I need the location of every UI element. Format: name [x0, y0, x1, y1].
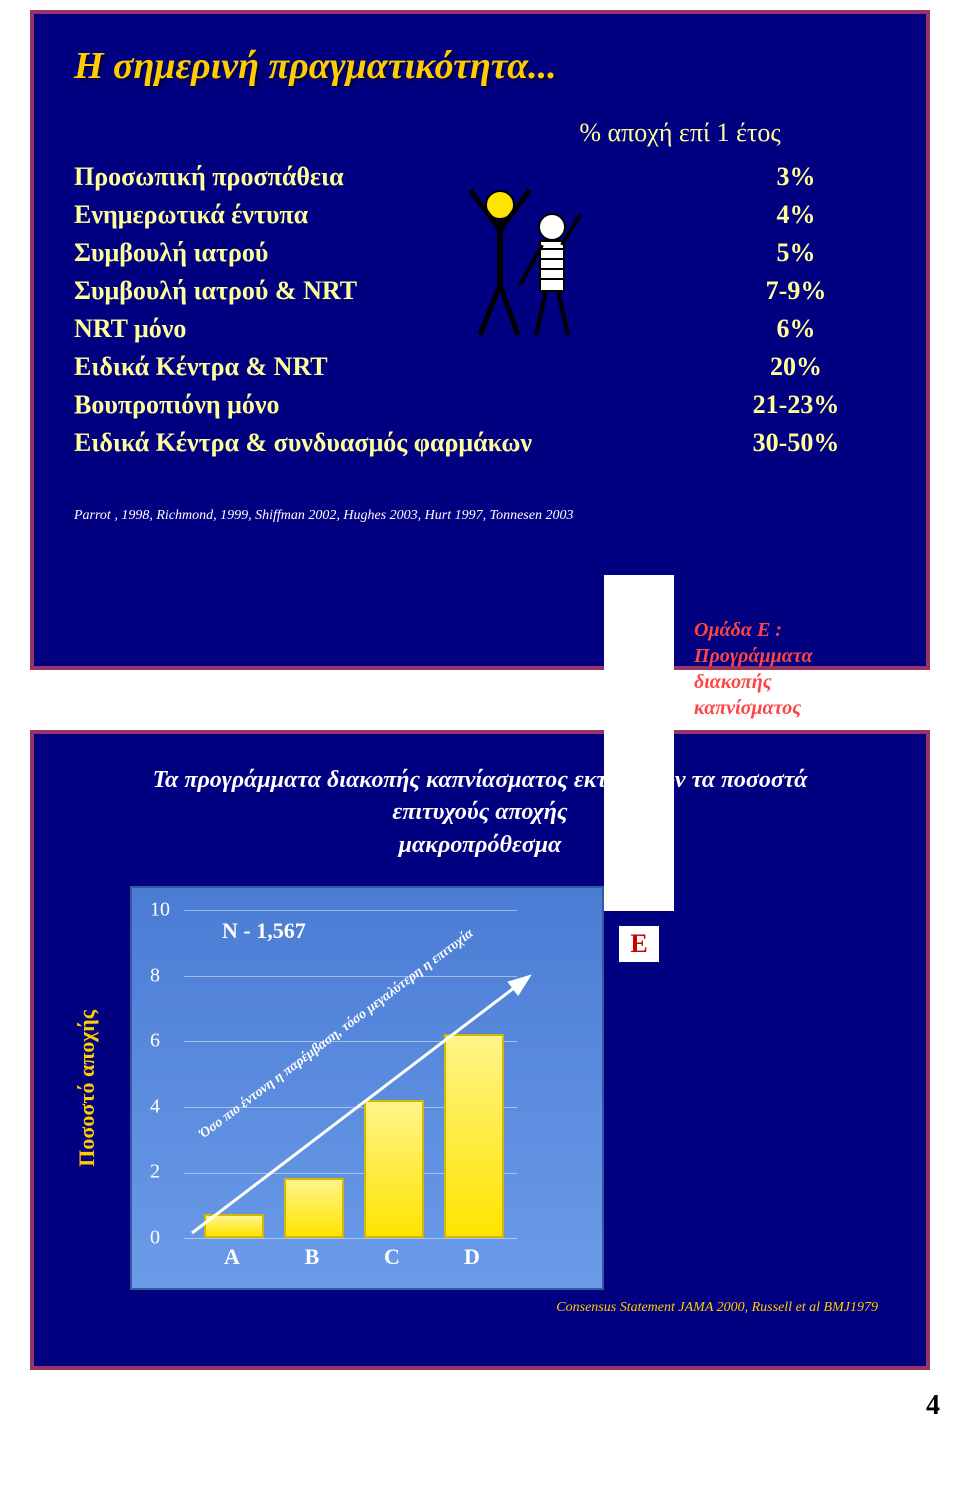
row-label: Ειδικά Κέντρα & συνδυασμός φαρμάκων — [74, 428, 706, 458]
slide-2: Τα προγράμματα διακοπής καπνίασματος εκτ… — [30, 730, 930, 1370]
slide-2-inner: Τα προγράμματα διακοπής καπνίασματος εκτ… — [30, 730, 930, 1370]
title-line1: Τα προγράμματα διακοπής καπνίασματος εκτ… — [153, 767, 808, 793]
page-number: 4 — [20, 1390, 940, 1422]
legend-line: Προγράμματα — [694, 645, 813, 667]
e-column-block: E Ομάδα Ε : Προγράμματα διακοπής καπνίσμ… — [634, 895, 854, 1281]
y-axis-label: Ποσοστό αποχής — [74, 1010, 100, 1167]
legend-line: διακοπής — [694, 671, 772, 693]
row-label: Ειδικά Κέντρα & NRT — [74, 352, 706, 382]
legend-e: Ομάδα Ε : Προγράμματα διακοπής καπνίσματ… — [694, 617, 914, 721]
table-row: Ειδικά Κέντρα & συνδυασμός φαρμάκων30-50… — [74, 428, 886, 458]
row-value: 4% — [706, 200, 886, 230]
table-row: Βουπροπιόνη μόνο21-23% — [74, 390, 886, 420]
row-value: 7-9% — [706, 276, 886, 306]
row-value: 21-23% — [706, 390, 886, 420]
slide1-title: Η σημερινή πραγματικότητα... — [74, 44, 886, 88]
row-value: 6% — [706, 314, 886, 344]
row-label: Βουπροπιόνη μόνο — [74, 390, 706, 420]
row-label: Προσωπική προσπάθεια — [74, 162, 706, 192]
slide1-citation: Parrot , 1998, Richmond, 1999, Shiffman … — [74, 508, 886, 524]
row-value: 3% — [706, 162, 886, 192]
e-label-box: E — [619, 926, 659, 962]
figures-illustration — [460, 175, 590, 345]
slide2-citation: Consensus Statement JAMA 2000, Russell e… — [74, 1300, 878, 1316]
trend-arrow-icon — [132, 888, 602, 1288]
row-label: NRT μόνο — [74, 314, 706, 344]
bar-chart: N - 1,567 0 2 4 6 8 10 — [130, 886, 604, 1290]
title-line3: μακροπρόθεσμα — [399, 832, 562, 858]
row-label: Συμβουλή ιατρού — [74, 238, 706, 268]
bar-e — [604, 575, 674, 911]
row-label: Ενημερωτικά έντυπα — [74, 200, 706, 230]
row-label: Συμβουλή ιατρού & NRT — [74, 276, 706, 306]
chart-area: Ποσοστό αποχής N - 1,567 0 2 4 6 8 — [74, 886, 886, 1290]
slide-1: Η σημερινή πραγματικότητα... % αποχή επί… — [30, 10, 930, 670]
slide2-title: Τα προγράμματα διακοπής καπνίασματος εκτ… — [100, 764, 860, 861]
title-line2: επιτυχούς αποχής — [392, 799, 567, 825]
slide1-col-header: % αποχή επί 1 έτος — [474, 118, 886, 148]
legend-line: καπνίσματος — [694, 697, 801, 719]
row-value: 30-50% — [706, 428, 886, 458]
row-value: 20% — [706, 352, 886, 382]
slide-1-inner: Η σημερινή πραγματικότητα... % αποχή επί… — [30, 10, 930, 670]
row-value: 5% — [706, 238, 886, 268]
legend-line: Ομάδα Ε : — [694, 619, 782, 641]
table-row: Ειδικά Κέντρα & NRT20% — [74, 352, 886, 382]
